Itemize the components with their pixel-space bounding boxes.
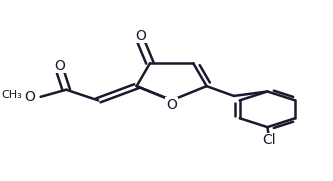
- Text: CH₃: CH₃: [1, 90, 22, 100]
- Text: O: O: [54, 59, 65, 73]
- Text: O: O: [24, 90, 35, 104]
- Text: O: O: [166, 98, 177, 112]
- Text: Cl: Cl: [262, 134, 276, 148]
- Text: O: O: [135, 29, 146, 43]
